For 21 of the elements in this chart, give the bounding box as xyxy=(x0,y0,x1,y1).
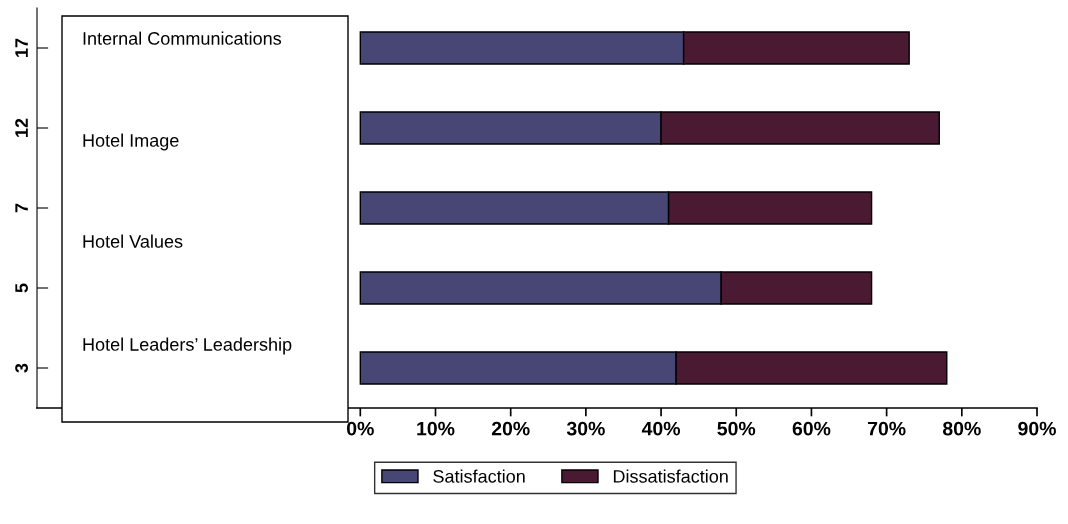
annotation: Internal Communications xyxy=(83,31,282,45)
y-tick-label: 5 xyxy=(15,283,28,293)
annotation: Hotel Image xyxy=(83,133,179,151)
x-tick-label: 30% xyxy=(566,421,605,436)
annotation: Hotel Leaders’ Leadership xyxy=(83,337,292,355)
y-tick-label: 17 xyxy=(15,38,28,57)
x-tick-label: 90% xyxy=(1018,421,1056,436)
annotation: Hotel Values xyxy=(83,234,183,248)
y-tick-label: 7 xyxy=(15,203,28,213)
y-tick-label: 3 xyxy=(15,363,28,373)
x-tick-label: 50% xyxy=(717,421,756,436)
x-tick-label: 70% xyxy=(868,421,906,436)
x-tick-label: 80% xyxy=(942,421,981,436)
y-tick-label: 12 xyxy=(15,118,28,137)
x-tick-label: 0% xyxy=(347,421,374,436)
x-tick-label: 10% xyxy=(417,421,455,436)
legend-label: Satisfaction xyxy=(433,469,525,483)
legend-label: Dissatisfaction xyxy=(613,469,728,483)
x-tick-label: 20% xyxy=(491,421,530,436)
x-tick-label: 60% xyxy=(792,421,831,436)
x-tick-label: 40% xyxy=(641,421,681,436)
